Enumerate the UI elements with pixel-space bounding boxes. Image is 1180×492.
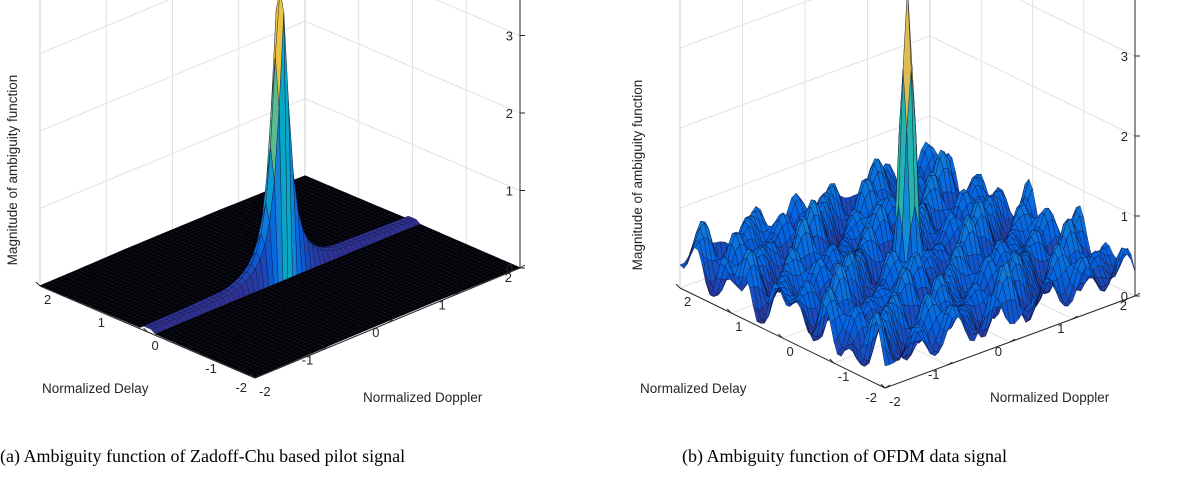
delay-tick-label: -1 [302,353,314,368]
surface-mesh [679,0,1136,367]
z-tick-label: 2 [506,106,513,121]
z-tick-label: 2 [1121,129,1128,144]
z-tick-label: 3 [1121,49,1128,64]
caption-a: (a) Ambiguity function of Zadoff-Chu bas… [0,446,406,466]
doppler-tick-label: 2 [44,292,51,307]
delay-axis-label: Normalized Delay [42,381,149,396]
z-tick-label: 1 [506,184,513,199]
doppler-tick-label: 1 [98,315,105,330]
z-tick-label: 0 [506,261,513,276]
doppler-axis-label: Normalized Doppler [363,390,483,405]
doppler-tick-label: 1 [735,319,742,334]
delay-tick-label: 1 [439,298,446,313]
z-tick-label: 3 [506,29,513,44]
z-tick-label: 0 [1121,289,1128,304]
doppler-axis-label: Normalized Doppler [990,390,1110,405]
z-axis-label: Magnitude of ambiguity function [5,75,20,266]
caption-b: (b) Ambiguity function of OFDM data sign… [682,446,1007,466]
surface-mesh [39,0,521,378]
delay-axis-label: Normalized Delay [640,381,747,396]
delay-tick-label: -2 [235,380,247,395]
doppler-tick-label: -1 [838,369,850,384]
delay-tick-label: -2 [865,390,877,405]
doppler-tick-label: 2 [684,294,691,309]
delay-tick-label: 2 [1120,298,1127,313]
z-axis-label: Magnitude of ambiguity function [630,80,645,271]
delay-tick-label: 1 [1057,321,1064,336]
delay-tick-label: -1 [928,367,940,382]
doppler-tick-label: -2 [889,394,901,409]
delay-tick-label: 2 [505,270,512,285]
doppler-tick-label: 0 [787,344,794,359]
doppler-tick-label: -1 [205,361,217,376]
delay-tick-label: 0 [372,325,379,340]
z-tick-label: 1 [1121,209,1128,224]
doppler-tick-label: 0 [152,338,159,353]
delay-tick-label: 0 [995,344,1002,359]
doppler-tick-label: -2 [259,384,271,399]
